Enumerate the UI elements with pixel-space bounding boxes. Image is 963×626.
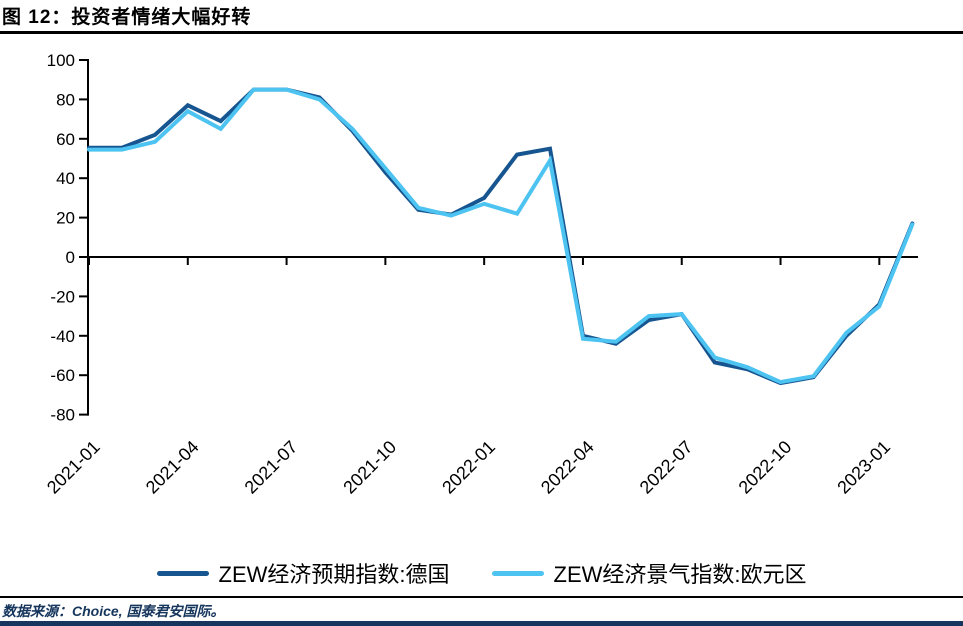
y-axis-tick-label: 100: [47, 51, 75, 70]
source-divider-line: [0, 596, 963, 598]
y-axis-tick-label: -20: [50, 287, 75, 306]
data-source-note: 数据来源：Choice, 国泰君安国际。: [2, 603, 225, 619]
legend-item-germany: ZEW经济预期指数:德国: [156, 557, 450, 589]
x-axis-tick-label: 2021-10: [339, 437, 400, 498]
x-axis-tick-label: 2021-04: [142, 437, 203, 498]
y-axis-tick-label: 20: [56, 209, 75, 228]
x-axis-tick-label: 2022-01: [438, 437, 499, 498]
y-axis-tick-label: 60: [56, 130, 75, 149]
y-axis-tick-label: -80: [50, 406, 75, 425]
x-axis-tick-label: 2022-07: [636, 437, 697, 498]
y-axis-tick-label: 80: [56, 90, 75, 109]
y-axis-tick-label: 40: [56, 169, 75, 188]
legend-label-eurozone: ZEW经济景气指数:欧元区: [553, 562, 807, 587]
series-line-germany: [87, 87, 915, 386]
line-chart: 100 80 60 40 20 0 -20 -40 -60 -80 2021-01 2021-04 20…: [43, 51, 918, 498]
bottom-accent-bar: [0, 621, 963, 626]
x-axis-tick-label: 2021-07: [241, 437, 302, 498]
y-axis-tick-label: 0: [66, 248, 75, 267]
x-axis-tick-label: 2023-01: [833, 437, 894, 498]
y-axis-tick-label: -60: [50, 366, 75, 385]
legend-item-eurozone: ZEW经济景气指数:欧元区: [491, 557, 807, 589]
legend-swatch-germany: [156, 570, 209, 576]
title-divider-line: [0, 31, 963, 34]
series-line-eurozone: [87, 87, 915, 385]
y-axis-tick-label: -40: [50, 327, 75, 346]
x-axis-tick-label: 2021-01: [43, 437, 104, 498]
legend-swatch-eurozone: [491, 570, 544, 576]
figure-title: 图 12：投资者情绪大幅好转: [2, 7, 252, 28]
x-axis-tick-label: 2022-10: [735, 437, 796, 498]
x-axis-tick-label: 2022-04: [537, 437, 598, 498]
legend-label-germany: ZEW经济预期指数:德国: [218, 562, 450, 587]
chart-legend: ZEW经济预期指数:德国 ZEW经济景气指数:欧元区: [0, 557, 963, 589]
